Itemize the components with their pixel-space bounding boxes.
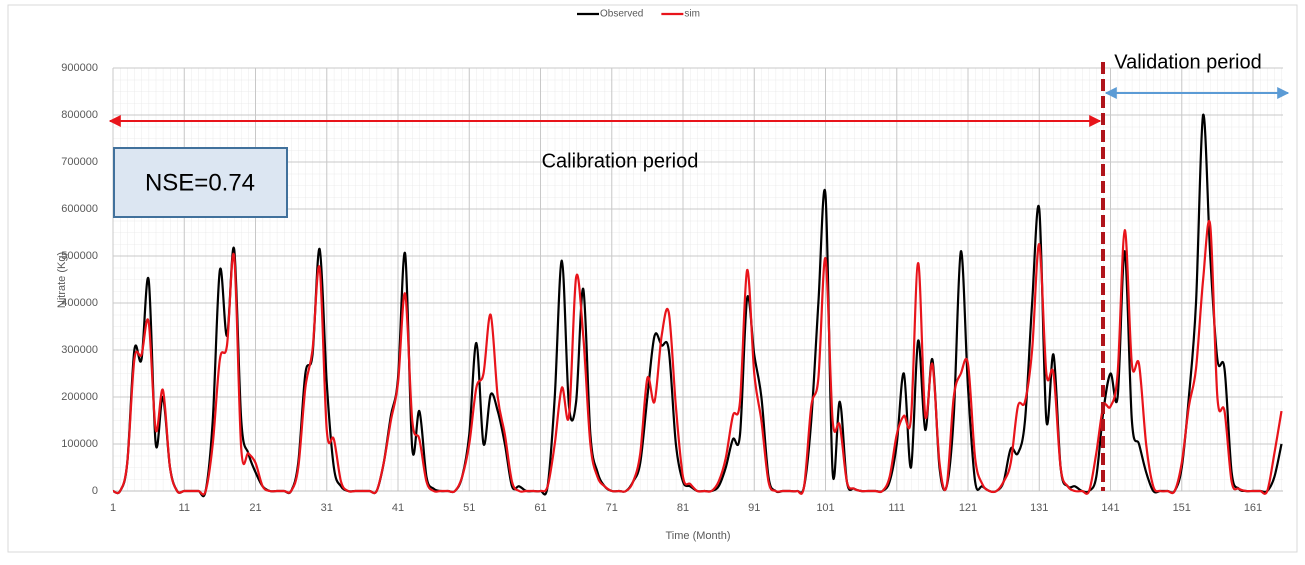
y-tick-label: 500000: [61, 250, 98, 262]
y-tick-label: 300000: [61, 344, 98, 356]
x-tick-label: 91: [748, 502, 760, 514]
x-tick-label: 131: [1030, 502, 1048, 514]
calibration-label: Calibration period: [542, 150, 699, 172]
minor-grid: [113, 68, 1283, 491]
y-tick-label: 900000: [61, 62, 98, 74]
x-tick-label: 111: [888, 502, 905, 514]
x-tick-label: 51: [463, 502, 475, 514]
x-tick-label: 161: [1244, 502, 1262, 514]
x-tick-label: 81: [677, 502, 689, 514]
legend-label: Observed: [600, 9, 643, 20]
y-tick-label: 400000: [61, 297, 98, 309]
x-tick-label: 11: [179, 502, 190, 514]
y-axis-label: Nitrate (Kg): [56, 252, 68, 308]
legend-label: sim: [684, 9, 700, 20]
y-tick-label: 0: [92, 485, 98, 497]
y-tick-label: 800000: [61, 109, 98, 121]
legend: Observed sim: [577, 9, 700, 20]
x-tick-label: 151: [1173, 502, 1191, 514]
nse-label: NSE=0.74: [145, 169, 255, 196]
lines: [112, 113, 1283, 498]
x-tick-label: 61: [534, 502, 546, 514]
x-tick-label: 101: [816, 502, 834, 514]
x-tick-label: 41: [392, 502, 404, 514]
y-tick-label: 100000: [61, 438, 98, 450]
x-tick-label: 31: [321, 502, 333, 514]
x-tick-label: 71: [606, 502, 618, 514]
series-line: [112, 220, 1283, 496]
x-tick-label: 121: [959, 502, 977, 514]
y-tick-label: 700000: [61, 156, 98, 168]
x-tick-label: 141: [1101, 502, 1119, 514]
x-tick-label: 1: [110, 502, 116, 514]
x-axis-label: Time (Month): [666, 530, 731, 542]
validation-label: Validation period: [1114, 51, 1262, 73]
nse-box: [113, 147, 288, 218]
y-tick-label: 600000: [61, 203, 98, 215]
x-tick-label: 21: [249, 502, 261, 514]
y-tick-label: 200000: [61, 391, 98, 403]
